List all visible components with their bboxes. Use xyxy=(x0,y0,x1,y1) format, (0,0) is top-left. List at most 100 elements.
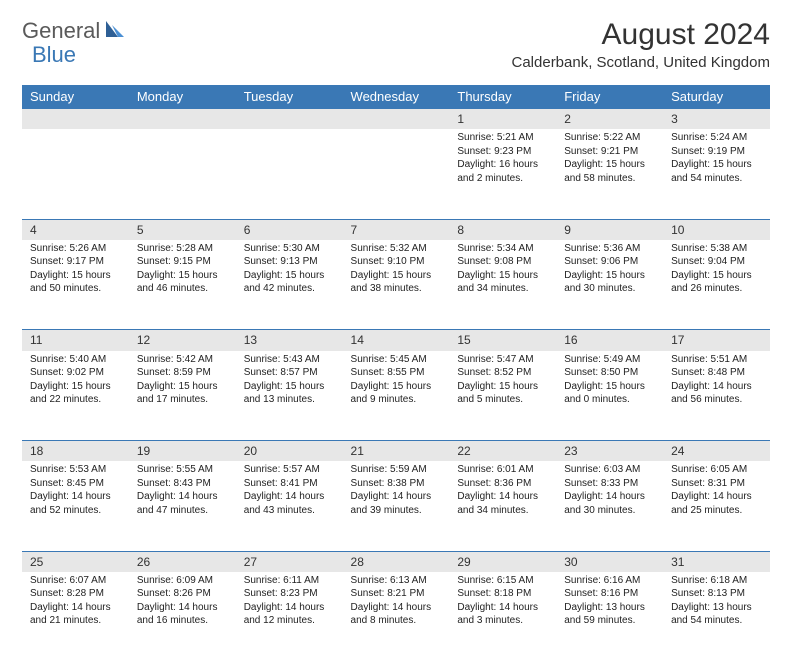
sunrise-text: Sunrise: 5:26 AM xyxy=(30,242,121,256)
title-block: August 2024 Calderbank, Scotland, United… xyxy=(512,18,771,71)
sunset-text: Sunset: 8:16 PM xyxy=(564,587,655,601)
daylight-text: Daylight: 15 hours and 13 minutes. xyxy=(244,380,335,407)
day-cell: Sunrise: 5:45 AMSunset: 8:55 PMDaylight:… xyxy=(343,351,450,441)
daylight-text: Daylight: 14 hours and 52 minutes. xyxy=(30,490,121,517)
day-number-cell: 5 xyxy=(129,219,236,240)
day-cell-body: Sunrise: 6:09 AMSunset: 8:26 PMDaylight:… xyxy=(129,572,236,632)
sunset-text: Sunset: 8:31 PM xyxy=(671,477,762,491)
daylight-text: Daylight: 14 hours and 25 minutes. xyxy=(671,490,762,517)
daylight-text: Daylight: 15 hours and 26 minutes. xyxy=(671,269,762,296)
sunrise-text: Sunrise: 5:43 AM xyxy=(244,353,335,367)
day-cell: Sunrise: 6:07 AMSunset: 8:28 PMDaylight:… xyxy=(22,572,129,662)
sunrise-text: Sunrise: 5:59 AM xyxy=(351,463,442,477)
day-cell: Sunrise: 5:36 AMSunset: 9:06 PMDaylight:… xyxy=(556,240,663,330)
sunset-text: Sunset: 9:02 PM xyxy=(30,366,121,380)
sunset-text: Sunset: 8:55 PM xyxy=(351,366,442,380)
sunrise-text: Sunrise: 5:47 AM xyxy=(457,353,548,367)
sunrise-text: Sunrise: 6:13 AM xyxy=(351,574,442,588)
content-row: Sunrise: 5:21 AMSunset: 9:23 PMDaylight:… xyxy=(22,129,770,219)
day-cell: Sunrise: 5:47 AMSunset: 8:52 PMDaylight:… xyxy=(449,351,556,441)
page-header: General August 2024 Calderbank, Scotland… xyxy=(22,18,770,71)
day-cell: Sunrise: 5:38 AMSunset: 9:04 PMDaylight:… xyxy=(663,240,770,330)
brand-sail-icon xyxy=(104,19,126,44)
day-cell: Sunrise: 5:49 AMSunset: 8:50 PMDaylight:… xyxy=(556,351,663,441)
day-cell-body: Sunrise: 6:13 AMSunset: 8:21 PMDaylight:… xyxy=(343,572,450,632)
daylight-text: Daylight: 14 hours and 43 minutes. xyxy=(244,490,335,517)
day-number-cell: 7 xyxy=(343,219,450,240)
day-cell-body: Sunrise: 5:42 AMSunset: 8:59 PMDaylight:… xyxy=(129,351,236,411)
day-number-cell: 25 xyxy=(22,551,129,572)
day-cell: Sunrise: 6:05 AMSunset: 8:31 PMDaylight:… xyxy=(663,461,770,551)
day-cell-body xyxy=(343,129,450,135)
daynum-row: 18192021222324 xyxy=(22,441,770,462)
brand-logo: General xyxy=(22,18,128,44)
weekday-header: Saturday xyxy=(663,85,770,109)
sunrise-text: Sunrise: 6:07 AM xyxy=(30,574,121,588)
sunset-text: Sunset: 8:18 PM xyxy=(457,587,548,601)
daylight-text: Daylight: 14 hours and 21 minutes. xyxy=(30,601,121,628)
day-number-cell: 4 xyxy=(22,219,129,240)
sunset-text: Sunset: 9:23 PM xyxy=(457,145,548,159)
day-number-cell: 26 xyxy=(129,551,236,572)
sunrise-text: Sunrise: 5:36 AM xyxy=(564,242,655,256)
day-cell: Sunrise: 5:55 AMSunset: 8:43 PMDaylight:… xyxy=(129,461,236,551)
sunrise-text: Sunrise: 6:09 AM xyxy=(137,574,228,588)
day-cell: Sunrise: 6:16 AMSunset: 8:16 PMDaylight:… xyxy=(556,572,663,662)
day-cell: Sunrise: 5:21 AMSunset: 9:23 PMDaylight:… xyxy=(449,129,556,219)
day-cell-body: Sunrise: 6:18 AMSunset: 8:13 PMDaylight:… xyxy=(663,572,770,632)
day-cell-body: Sunrise: 6:07 AMSunset: 8:28 PMDaylight:… xyxy=(22,572,129,632)
day-number-cell: 29 xyxy=(449,551,556,572)
day-cell-body: Sunrise: 5:53 AMSunset: 8:45 PMDaylight:… xyxy=(22,461,129,521)
sunset-text: Sunset: 8:21 PM xyxy=(351,587,442,601)
day-cell: Sunrise: 5:24 AMSunset: 9:19 PMDaylight:… xyxy=(663,129,770,219)
day-number-cell: 19 xyxy=(129,441,236,462)
sunrise-text: Sunrise: 5:30 AM xyxy=(244,242,335,256)
sunrise-text: Sunrise: 6:01 AM xyxy=(457,463,548,477)
day-number-cell: 24 xyxy=(663,441,770,462)
day-cell: Sunrise: 6:15 AMSunset: 8:18 PMDaylight:… xyxy=(449,572,556,662)
sunrise-text: Sunrise: 5:55 AM xyxy=(137,463,228,477)
sunrise-text: Sunrise: 6:16 AM xyxy=(564,574,655,588)
day-cell: Sunrise: 5:28 AMSunset: 9:15 PMDaylight:… xyxy=(129,240,236,330)
daylight-text: Daylight: 14 hours and 39 minutes. xyxy=(351,490,442,517)
month-title: August 2024 xyxy=(512,18,771,52)
daylight-text: Daylight: 14 hours and 47 minutes. xyxy=(137,490,228,517)
day-cell: Sunrise: 5:43 AMSunset: 8:57 PMDaylight:… xyxy=(236,351,343,441)
sunrise-text: Sunrise: 5:53 AM xyxy=(30,463,121,477)
daylight-text: Daylight: 14 hours and 34 minutes. xyxy=(457,490,548,517)
day-number-cell xyxy=(236,109,343,130)
day-number-cell: 15 xyxy=(449,330,556,351)
daylight-text: Daylight: 15 hours and 0 minutes. xyxy=(564,380,655,407)
sunset-text: Sunset: 8:28 PM xyxy=(30,587,121,601)
day-cell: Sunrise: 6:13 AMSunset: 8:21 PMDaylight:… xyxy=(343,572,450,662)
calendar-table: Sunday Monday Tuesday Wednesday Thursday… xyxy=(22,85,770,662)
daylight-text: Daylight: 15 hours and 17 minutes. xyxy=(137,380,228,407)
sunrise-text: Sunrise: 5:57 AM xyxy=(244,463,335,477)
day-number-cell: 30 xyxy=(556,551,663,572)
day-cell-body: Sunrise: 5:22 AMSunset: 9:21 PMDaylight:… xyxy=(556,129,663,189)
sunset-text: Sunset: 8:43 PM xyxy=(137,477,228,491)
day-number-cell: 20 xyxy=(236,441,343,462)
sunset-text: Sunset: 8:52 PM xyxy=(457,366,548,380)
brand-part2: Blue xyxy=(32,42,76,67)
day-cell-body: Sunrise: 5:26 AMSunset: 9:17 PMDaylight:… xyxy=(22,240,129,300)
daylight-text: Daylight: 15 hours and 5 minutes. xyxy=(457,380,548,407)
day-number-cell: 1 xyxy=(449,109,556,130)
sunrise-text: Sunrise: 5:21 AM xyxy=(457,131,548,145)
day-cell-body xyxy=(236,129,343,135)
brand-part1: General xyxy=(22,18,100,44)
sunset-text: Sunset: 9:10 PM xyxy=(351,255,442,269)
location-label: Calderbank, Scotland, United Kingdom xyxy=(512,54,771,71)
day-number-cell: 13 xyxy=(236,330,343,351)
daynum-row: 11121314151617 xyxy=(22,330,770,351)
daylight-text: Daylight: 14 hours and 56 minutes. xyxy=(671,380,762,407)
daynum-row: 123 xyxy=(22,109,770,130)
content-row: Sunrise: 5:26 AMSunset: 9:17 PMDaylight:… xyxy=(22,240,770,330)
sunset-text: Sunset: 8:41 PM xyxy=(244,477,335,491)
day-cell: Sunrise: 5:26 AMSunset: 9:17 PMDaylight:… xyxy=(22,240,129,330)
daylight-text: Daylight: 14 hours and 8 minutes. xyxy=(351,601,442,628)
weekday-header: Monday xyxy=(129,85,236,109)
content-row: Sunrise: 5:40 AMSunset: 9:02 PMDaylight:… xyxy=(22,351,770,441)
sunset-text: Sunset: 8:23 PM xyxy=(244,587,335,601)
day-cell-body: Sunrise: 5:49 AMSunset: 8:50 PMDaylight:… xyxy=(556,351,663,411)
